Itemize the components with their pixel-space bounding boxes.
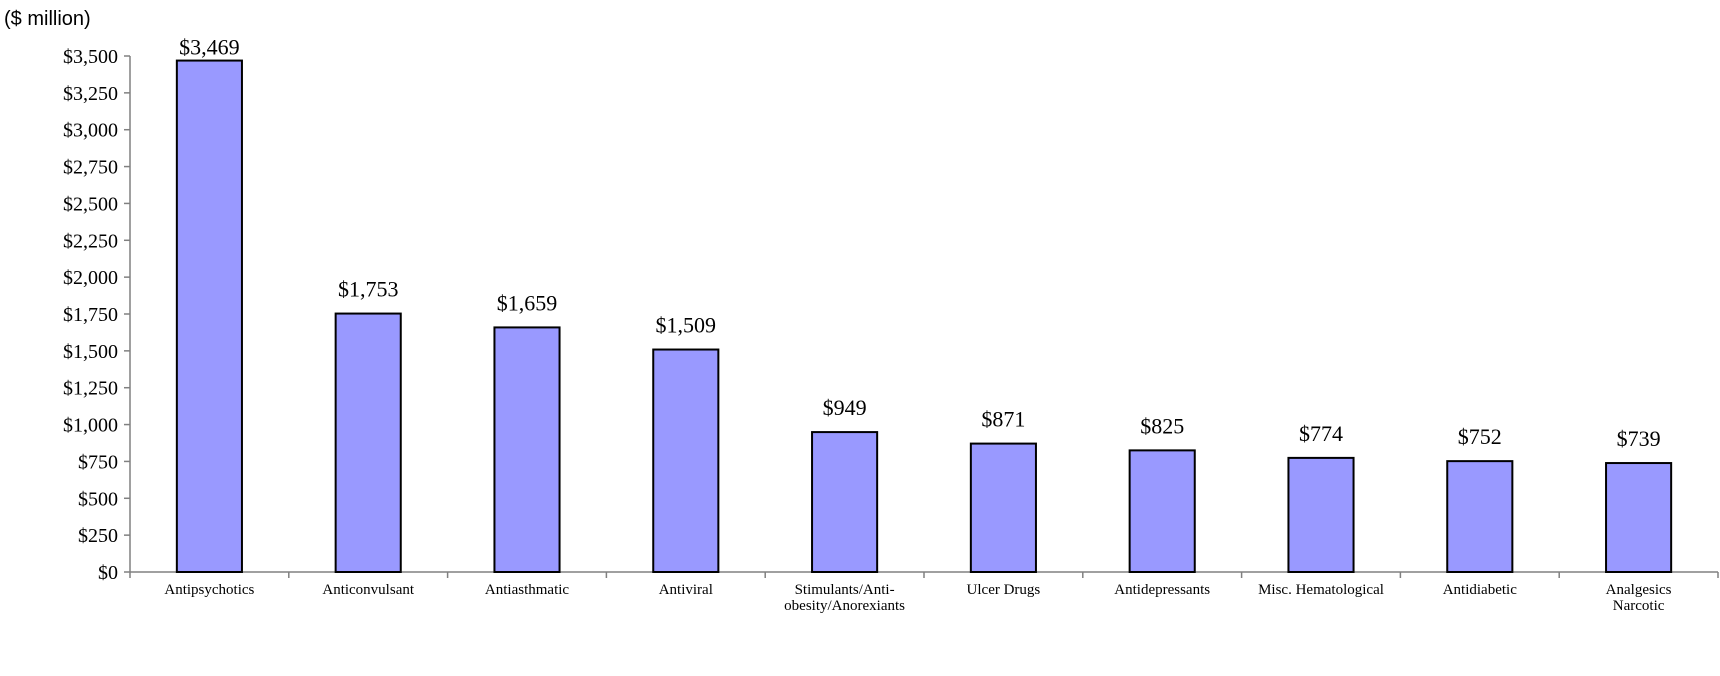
- data-label: $3,469: [179, 35, 240, 60]
- bar: [1287, 456, 1355, 573]
- x-tick-label: Stimulants/Anti-: [795, 582, 895, 598]
- axes: $0 $250 $500 $750 $1,000 $1,250 $1,500 $1,750 $2…: [63, 46, 1719, 584]
- bar: [493, 326, 561, 573]
- x-tick-label: obesity/Anorexiants: [784, 598, 905, 614]
- bar: [1128, 449, 1196, 573]
- x-tick-label: Antipsychotics: [164, 582, 254, 598]
- bar: [334, 312, 402, 573]
- y-tick-label: $750: [78, 451, 118, 473]
- data-label: $949: [823, 395, 867, 420]
- bar: [1605, 462, 1673, 574]
- y-tick-label: $2,250: [63, 230, 118, 252]
- data-label: $871: [981, 407, 1025, 432]
- data-label: $825: [1140, 413, 1184, 438]
- bar: [969, 442, 1037, 573]
- y-tick-label: $2,000: [63, 267, 118, 289]
- y-tick-label: $3,500: [63, 46, 118, 68]
- x-tick-label: Ulcer Drugs: [967, 582, 1041, 598]
- y-tick-label: $3,250: [63, 83, 118, 105]
- bar: [1446, 460, 1514, 574]
- y-tick-label: $2,500: [63, 193, 118, 215]
- data-label: $752: [1458, 424, 1502, 449]
- x-tick-label: Antiviral: [659, 582, 713, 598]
- y-tick-label: $1,500: [63, 341, 118, 363]
- y-tick-label: $3,000: [63, 120, 118, 142]
- y-tick-label: $1,750: [63, 304, 118, 326]
- x-tick-label: Narcotic: [1613, 598, 1665, 614]
- y-tick-label: $1,000: [63, 415, 118, 437]
- x-tick-label: Antiasthmatic: [485, 582, 569, 598]
- data-label: $739: [1617, 426, 1661, 451]
- x-tick-label: Antidiabetic: [1443, 582, 1517, 598]
- bar: [811, 431, 879, 573]
- x-tick-label: Anticonvulsant: [322, 582, 414, 598]
- y-tick-label: $2,750: [63, 157, 118, 179]
- data-label: $774: [1299, 421, 1343, 446]
- x-tick-label: Misc. Hematological: [1258, 582, 1384, 598]
- x-tick-label: Analgesics: [1606, 582, 1672, 598]
- x-tick-label: Antidepressants: [1114, 582, 1210, 598]
- y-tick-label: $250: [78, 525, 118, 547]
- bar: [175, 59, 243, 574]
- y-axis-unit-label: ($ million): [4, 8, 91, 30]
- bars: [175, 59, 1673, 574]
- labels: $3,469 Antipsychotics $1,753 Anticonvulsant…: [164, 35, 1671, 614]
- y-tick-label: $500: [78, 488, 118, 510]
- data-label: $1,753: [338, 277, 399, 302]
- data-label: $1,509: [656, 313, 717, 338]
- data-label: $1,659: [497, 290, 558, 315]
- bar: [652, 348, 720, 573]
- y-tick-label: $1,250: [63, 378, 118, 400]
- y-tick-label: $0: [98, 562, 118, 584]
